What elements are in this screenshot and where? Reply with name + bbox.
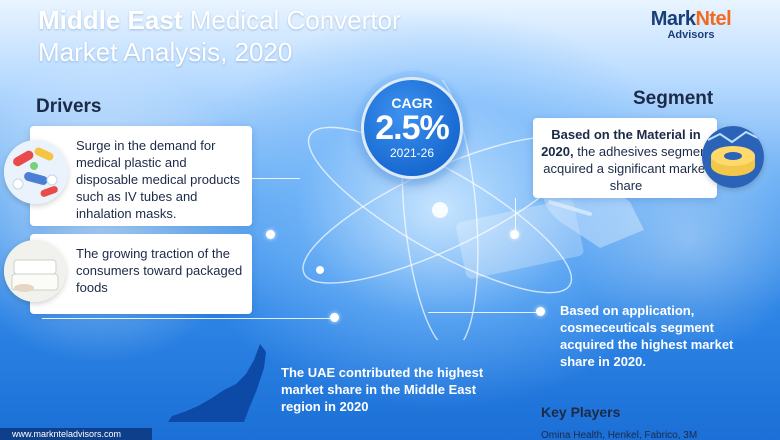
drivers-heading: Drivers xyxy=(36,96,102,117)
leader-dot xyxy=(536,307,545,316)
leader-line xyxy=(428,312,540,313)
food-container-icon xyxy=(4,240,66,302)
driver-text-1: Surge in the demand for medical plastic … xyxy=(76,138,241,221)
key-players-heading: Key Players xyxy=(541,404,621,420)
leader-dot xyxy=(510,230,519,239)
uae-map-icon xyxy=(168,344,266,422)
segment-card: Based on the Material in 2020, the adhes… xyxy=(533,118,717,198)
page-title: Middle East Medical Convertor Market Ana… xyxy=(38,4,508,68)
cagr-badge: CAGR 2.5% 2021-26 xyxy=(361,77,463,179)
title-bold: Middle East xyxy=(38,5,183,35)
footer-url[interactable]: www.marknteladvisors.com xyxy=(0,428,152,440)
driver-card-2: The growing traction of the consumers to… xyxy=(30,234,252,314)
segment-material-rest: the adhesives segment acquired a signifi… xyxy=(543,144,711,193)
region-text: The UAE contributed the highest market s… xyxy=(281,365,484,414)
cagr-label: CAGR xyxy=(391,95,433,111)
driver-card-1: Surge in the demand for medical plastic … xyxy=(30,126,252,226)
key-players-list: Omina Health, Henkel, Fabrico, 3M xyxy=(541,430,698,440)
logo-brand: MarkNtel xyxy=(636,8,746,31)
logo-brand-b: Ntel xyxy=(695,8,732,30)
leader-dot xyxy=(330,313,339,322)
leader-line xyxy=(252,178,300,179)
cagr-value: 2.5% xyxy=(375,109,450,147)
adhesive-tape-icon xyxy=(702,126,764,188)
segment-material-bold: Based on the Material in 2020, xyxy=(541,127,701,159)
segment-heading: Segment xyxy=(633,88,714,109)
segment-application-text: Based on application, cosmeceuticals seg… xyxy=(560,303,734,369)
title-line2: Market Analysis, 2020 xyxy=(38,37,293,67)
title-rest: Medical Convertor xyxy=(182,5,401,35)
logo: MarkNtel Advisors xyxy=(636,8,746,41)
cagr-period: 2021-26 xyxy=(389,146,435,160)
leader-dot xyxy=(266,230,275,239)
driver-text-2: The growing traction of the consumers to… xyxy=(76,246,243,295)
segment-material-text: Based on the Material in 2020, the adhes… xyxy=(541,126,711,194)
leader-line xyxy=(515,198,516,234)
leader-line xyxy=(42,318,334,319)
logo-sub: Advisors xyxy=(667,29,715,41)
logo-brand-a: Mark xyxy=(650,8,696,30)
medical-pills-icon xyxy=(4,140,68,204)
